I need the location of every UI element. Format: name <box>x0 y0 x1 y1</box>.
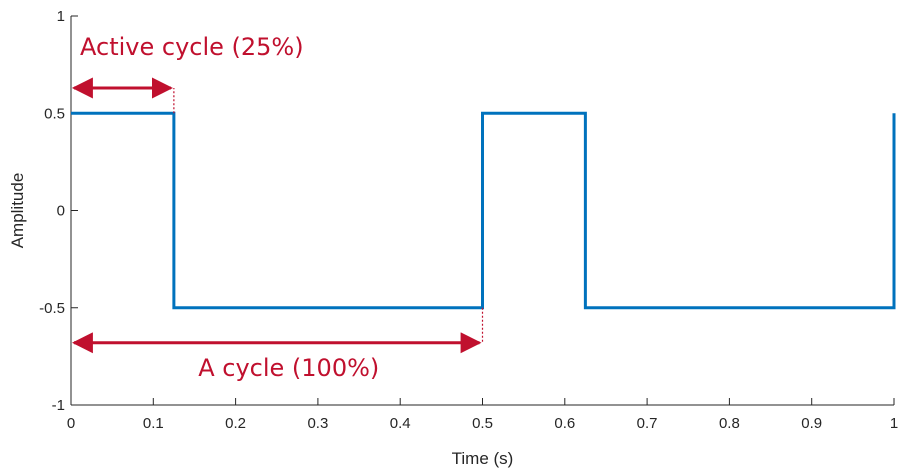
annotation-label: A cycle (100%) <box>198 354 379 382</box>
y-tick-label: 1 <box>57 8 65 25</box>
x-tick-label: 0.9 <box>801 415 822 432</box>
annotation-label: Active cycle (25%) <box>80 33 304 61</box>
square-wave-line <box>71 111 896 310</box>
annotations: Active cycle (25%) A cycle (100%) <box>71 33 484 382</box>
x-tick-label: 0.8 <box>719 415 740 432</box>
x-axis-label: Time (s) <box>452 449 514 468</box>
x-tick-label: 0.2 <box>225 415 246 432</box>
x-tick-label: 0.5 <box>472 415 493 432</box>
y-tick-label: 0 <box>57 203 65 220</box>
plot-series <box>71 111 896 310</box>
x-tick-label: 0.4 <box>390 415 411 432</box>
x-tick-label: 0 <box>67 415 75 432</box>
y-tick-label: -1 <box>52 397 65 414</box>
y-tick-label: -0.5 <box>39 300 65 317</box>
x-tick-label: 0.3 <box>307 415 328 432</box>
x-tick-label: 0.6 <box>554 415 575 432</box>
x-tick-label: 0.7 <box>637 415 658 432</box>
x-tick-label: 1 <box>890 415 898 432</box>
x-tick-label: 0.1 <box>143 415 164 432</box>
y-tick-label: 0.5 <box>44 105 65 122</box>
y-axis-label: Amplitude <box>8 173 27 249</box>
axes: 0 0.1 0.2 0.3 0.4 0.5 0.6 0.7 0.8 0.9 1 -1 -0.5 0 0.5 1 <box>39 8 898 432</box>
